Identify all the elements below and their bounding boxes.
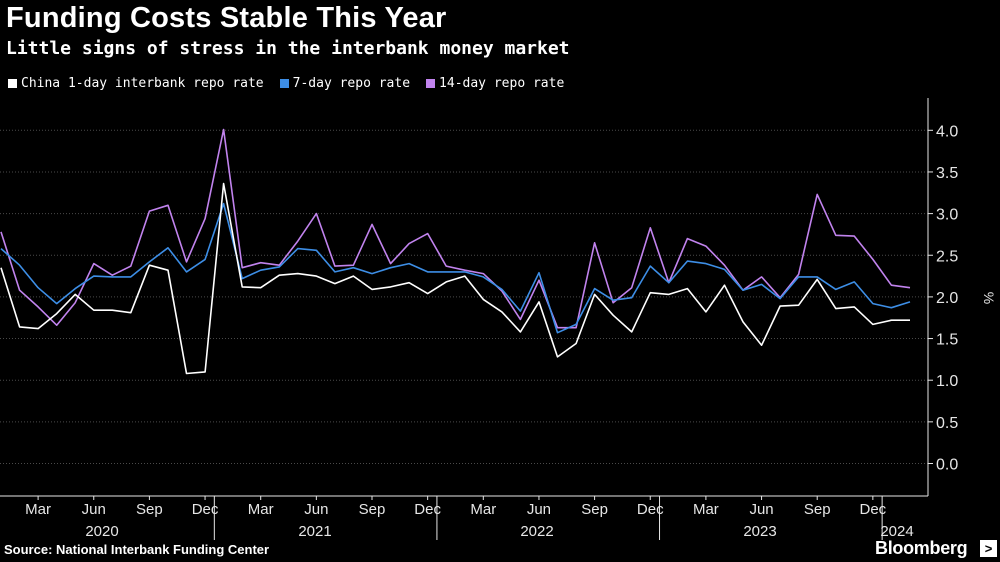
- y-tick-label: 3.0: [936, 207, 958, 224]
- year-label: 2023: [743, 523, 776, 540]
- series-lines: [0, 128, 911, 375]
- x-tick-label: Mar: [693, 501, 719, 518]
- y-tick-label: 3.5: [936, 165, 958, 182]
- series-line-1: [0, 202, 911, 334]
- x-tick-label: Dec: [860, 501, 887, 518]
- y-tick-label: 2.0: [936, 290, 958, 307]
- y-tick-label: 2.5: [936, 248, 958, 265]
- legend-label-1day: China 1-day interbank repo rate: [21, 76, 264, 91]
- legend-label-14day: 14-day repo rate: [439, 76, 565, 91]
- x-tick-label: Mar: [248, 501, 274, 518]
- y-axis-label: %: [981, 292, 997, 304]
- legend-swatch-1day: [8, 79, 17, 88]
- year-label: 2022: [520, 523, 553, 540]
- legend-item-1day: China 1-day interbank repo rate: [8, 76, 264, 91]
- legend: China 1-day interbank repo rate 7-day re…: [8, 76, 564, 91]
- gridlines: [0, 129, 928, 464]
- y-tick-label: 1.0: [936, 373, 958, 390]
- year-label: 2021: [298, 523, 331, 540]
- axes: [0, 98, 933, 540]
- x-tick-label: Jun: [527, 501, 551, 518]
- tick-labels: 0.0 0.5 1.0 1.5 2.0 2.5 3.0 3.5 4.0% Mar Jun Sep Dec…: [25, 123, 997, 540]
- year-label: 2020: [85, 523, 118, 540]
- legend-label-7day: 7-day repo rate: [292, 76, 411, 91]
- legend-swatch-7day: [279, 79, 289, 88]
- x-tick-label: Mar: [25, 501, 51, 518]
- x-tick-label: Jun: [304, 501, 328, 518]
- chart-title: Funding Costs Stable This Year: [6, 2, 447, 34]
- source-note: Source: National Interbank Funding Cente…: [4, 542, 270, 557]
- brand-logo: Bloomberg: [875, 538, 968, 558]
- legend-swatch-14day: [426, 79, 436, 88]
- y-tick-label: 4.0: [936, 123, 958, 140]
- year-label: 2024: [880, 523, 913, 540]
- x-tick-label: Sep: [359, 501, 386, 518]
- chart-subtitle: Little signs of stress in the interbank …: [6, 38, 570, 59]
- series-line-0: [0, 182, 910, 375]
- x-tick-label: Sep: [581, 501, 608, 518]
- series-line-2: [0, 128, 911, 329]
- x-tick-label: Sep: [804, 501, 831, 518]
- y-tick-label: 0.0: [936, 457, 958, 474]
- legend-item-7day: 7-day repo rate: [279, 76, 411, 91]
- x-tick-label: Jun: [82, 501, 106, 518]
- x-tick-label: Mar: [470, 501, 496, 518]
- x-tick-label: Dec: [192, 501, 219, 518]
- x-tick-label: Dec: [414, 501, 441, 518]
- bloomberg-terminal-icon: >: [980, 540, 997, 557]
- y-tick-label: 1.5: [936, 332, 958, 349]
- x-tick-label: Dec: [637, 501, 664, 518]
- legend-item-14day: 14-day repo rate: [426, 76, 564, 91]
- y-tick-label: 0.5: [936, 415, 958, 432]
- x-tick-label: Sep: [136, 501, 163, 518]
- x-tick-label: Jun: [749, 501, 773, 518]
